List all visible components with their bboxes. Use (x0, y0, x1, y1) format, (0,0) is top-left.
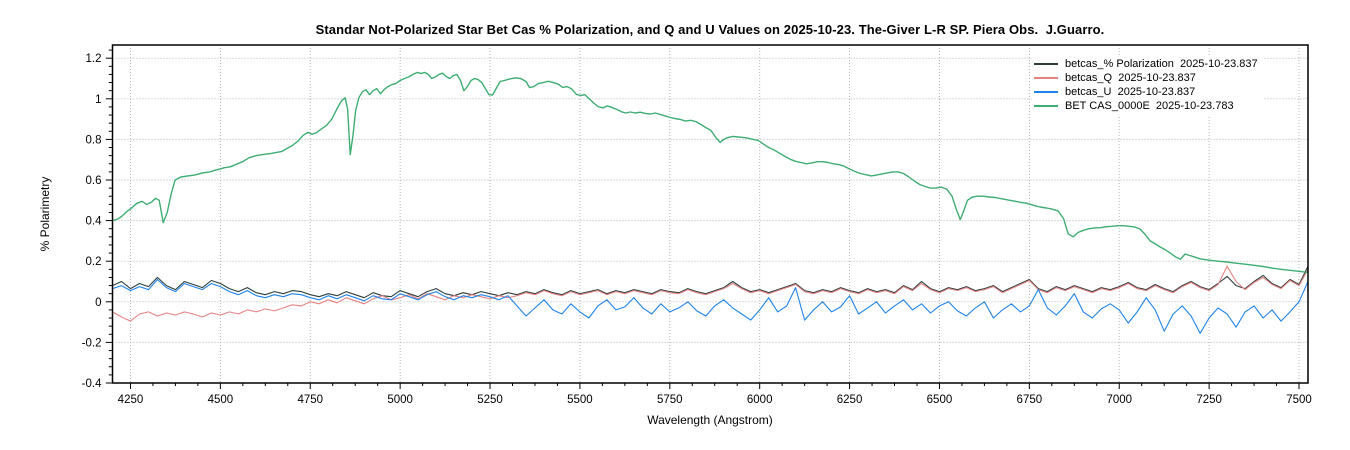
x-tick-label: 5500 (567, 394, 593, 406)
y-tick-label: -0.2 (82, 337, 102, 349)
x-tick-label: 6250 (837, 394, 863, 406)
legend-entry: BET CAS_0000E 2025-10-23.783 (1034, 99, 1258, 113)
x-tick-label: 6750 (1017, 394, 1043, 406)
legend-line-swatch (1034, 77, 1058, 79)
y-axis-label: % Polarimetry (38, 176, 52, 252)
legend: betcas_% Polarization 2025-10-23.837 betc… (1032, 55, 1264, 115)
y-tick-label: 0.4 (86, 216, 103, 228)
x-tick-label: 7250 (1196, 394, 1222, 406)
x-tick-label: 5250 (477, 394, 503, 406)
y-tick-label: 0 (95, 297, 101, 309)
y-tick-label: 0.8 (86, 134, 102, 146)
legend-label: betcas_% Polarization 2025-10-23.837 (1065, 58, 1258, 70)
x-tick-label: 5750 (657, 394, 683, 406)
x-tick-label: 4500 (208, 394, 234, 406)
legend-entry: betcas_Q 2025-10-23.837 (1034, 71, 1258, 85)
legend-line-swatch (1034, 105, 1058, 107)
legend-entry: betcas_% Polarization 2025-10-23.837 (1034, 57, 1258, 71)
x-tick-label: 7500 (1286, 394, 1312, 406)
legend-label: BET CAS_0000E 2025-10-23.783 (1065, 100, 1234, 112)
legend-label: betcas_Q 2025-10-23.837 (1065, 72, 1196, 84)
chart-title: Standar Not-Polarized Star Bet Cas % Pol… (315, 22, 1105, 37)
y-tick-label: 1.2 (86, 53, 102, 65)
legend-label: betcas_U 2025-10-23.837 (1065, 86, 1196, 98)
y-tick-label: 1 (95, 94, 101, 106)
y-tick-label: 0.6 (86, 175, 102, 187)
x-axis-label: Wavelength (Angstrom) (647, 413, 773, 427)
x-tick-label: 5000 (387, 394, 413, 406)
x-tick-label: 6000 (747, 394, 773, 406)
x-tick-label: 7000 (1106, 394, 1132, 406)
x-tick-label: 6500 (927, 394, 953, 406)
legend-entry: betcas_U 2025-10-23.837 (1034, 85, 1258, 99)
legend-line-swatch (1034, 91, 1058, 93)
x-tick-label: 4250 (118, 394, 144, 406)
y-tick-label: 0.2 (86, 256, 102, 268)
y-tick-label: -0.4 (82, 378, 102, 390)
x-tick-label: 4750 (297, 394, 323, 406)
legend-line-swatch (1034, 63, 1058, 65)
